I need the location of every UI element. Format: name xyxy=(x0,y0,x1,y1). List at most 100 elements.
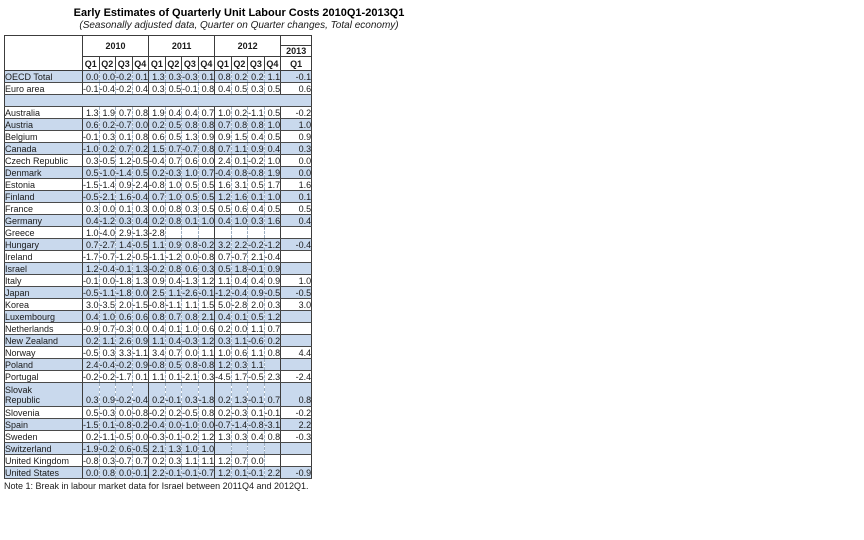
value-cell: 0.8 xyxy=(148,310,166,323)
table-row: United Kingdom -0.8 0.3 -0.7 0.7 0.2 0.3 1.1 1.1… xyxy=(4,454,312,467)
value-cell: 0.5 xyxy=(131,166,149,179)
country-name-label: Ireland xyxy=(5,251,33,262)
value-cell: -1.1 xyxy=(164,298,182,311)
quarter-header: Q1 xyxy=(148,56,166,71)
value-cell: 1.0 xyxy=(164,190,182,203)
value-cell: 0.0 xyxy=(164,418,182,431)
value-cell: 0.5 xyxy=(214,202,232,215)
value-cell: 0.2 xyxy=(230,106,248,119)
value-cell: 0.2 xyxy=(148,118,166,131)
table-row: Estonia -1.5 -1.4 0.9 -2.4 -0.8 1.0 0.5 0.5 1.6 3.… xyxy=(4,178,312,191)
value-cell: 1.1 xyxy=(247,322,265,335)
country-name-cell: Ireland xyxy=(4,250,83,263)
value-cell: 0.4 xyxy=(214,214,232,227)
value-cell: 1.1 xyxy=(164,286,182,299)
value-cell: 0.3 xyxy=(82,154,100,167)
value-cell: 0.3 xyxy=(197,262,215,275)
value-cell xyxy=(164,226,182,239)
value-cell: -0.2 xyxy=(247,238,265,251)
table-row: Hungary 0.7 -2.7 1.4 -0.5 1.1 0.9 0.8 -0.2 3.2 2.2… xyxy=(4,238,312,251)
value-cell: 0.8 xyxy=(230,118,248,131)
value-cell: 0.0 xyxy=(280,154,312,167)
value-cell: 1.2 xyxy=(115,154,133,167)
value-cell: -0.9 xyxy=(280,466,312,479)
value-cell: 0.3 xyxy=(263,298,281,311)
country-name-cell: Estonia xyxy=(4,178,83,191)
value-cell: -1.4 xyxy=(98,178,116,191)
value-cell: 0.3 xyxy=(148,82,166,95)
value-cell: 1.0 xyxy=(263,190,281,203)
value-cell: 1.0 xyxy=(164,178,182,191)
country-name-cell: United States xyxy=(4,466,83,479)
value-cell: 1.3 xyxy=(230,382,248,407)
value-cell: 0.4 xyxy=(131,82,149,95)
country-name-label: Poland xyxy=(5,359,34,370)
value-cell: 0.9 xyxy=(131,334,149,347)
value-cell xyxy=(280,454,312,467)
value-cell: -0.1 xyxy=(164,466,182,479)
value-cell: 2.2 xyxy=(280,418,312,431)
value-cell: 0.1 xyxy=(131,70,149,83)
value-cell: 5.0 xyxy=(214,298,232,311)
value-cell: 0.8 xyxy=(197,118,215,131)
value-cell: 0.5 xyxy=(181,190,199,203)
value-cell: -0.1 xyxy=(247,466,265,479)
value-cell: -0.2 xyxy=(280,106,312,119)
value-cell: 0.6 xyxy=(115,442,133,455)
table-row: Ireland -1.7 -0.7 -1.2 -0.5 -1.1 -1.2 0.0 -0.8 0.… xyxy=(4,250,312,263)
value-cell: 1.9 xyxy=(263,166,281,179)
value-cell: 0.9 xyxy=(164,238,182,251)
value-cell: 0.4 xyxy=(247,274,265,287)
value-cell: 0.5 xyxy=(263,130,281,143)
country-name-cell: Euro area xyxy=(4,82,83,95)
value-cell: 0.0 xyxy=(82,466,100,479)
value-cell: -1.2 xyxy=(214,286,232,299)
value-cell: 0.0 xyxy=(82,70,100,83)
value-cell: 0.3 xyxy=(197,370,215,383)
value-cell: -0.5 xyxy=(98,154,116,167)
value-cell: -0.7 xyxy=(181,142,199,155)
value-cell: 0.4 xyxy=(230,274,248,287)
value-cell xyxy=(247,226,265,239)
value-cell: 0.4 xyxy=(131,214,149,227)
country-name-label: United Kingdom xyxy=(5,455,70,466)
country-name-cell: Finland xyxy=(4,190,83,203)
value-cell: -0.4 xyxy=(263,250,281,263)
table-row: France 0.3 0.0 0.1 0.3 0.0 0.8 0.3 0.5 0.5 0.6 0.4 0… xyxy=(4,202,312,215)
value-cell: 0.6 xyxy=(197,322,215,335)
quarter-header: Q2 xyxy=(230,56,249,71)
value-cell: -1.4 xyxy=(115,166,133,179)
value-cell: 1.3 xyxy=(214,430,232,443)
value-cell: 0.7 xyxy=(115,142,133,155)
value-cell: -0.3 xyxy=(280,430,312,443)
value-cell: -0.2 xyxy=(98,442,116,455)
value-cell: -3.1 xyxy=(263,418,281,431)
country-name-cell: Japan xyxy=(4,286,83,299)
value-cell: 0.7 xyxy=(82,238,100,251)
value-cell: -0.1 xyxy=(197,286,215,299)
value-cell: -2.4 xyxy=(280,370,312,383)
country-name-cell: Denmark xyxy=(4,166,83,179)
country-name-label: Euro area xyxy=(5,83,45,94)
value-cell: -0.2 xyxy=(197,238,215,251)
country-name-label: Portugal xyxy=(5,371,39,382)
value-cell: 0.5 xyxy=(82,166,100,179)
value-cell: 1.0 xyxy=(181,166,199,179)
value-cell: 0.3 xyxy=(164,454,182,467)
value-cell xyxy=(280,310,312,323)
value-cell: 0.9 xyxy=(197,130,215,143)
value-cell: 1.1 xyxy=(247,358,265,371)
country-name-label: Netherlands xyxy=(5,323,54,334)
value-cell: 0.4 xyxy=(82,310,100,323)
value-cell: -0.4 xyxy=(98,358,116,371)
value-cell: -0.4 xyxy=(230,286,248,299)
value-cell: -2.6 xyxy=(181,286,199,299)
value-cell: 1.0 xyxy=(181,442,199,455)
value-cell: 0.5 xyxy=(164,118,182,131)
value-cell: 0.5 xyxy=(214,262,232,275)
value-cell: -0.8 xyxy=(148,298,166,311)
value-cell: -0.3 xyxy=(98,406,116,419)
value-cell: 0.0 xyxy=(280,166,312,179)
value-cell: 0.9 xyxy=(131,358,149,371)
